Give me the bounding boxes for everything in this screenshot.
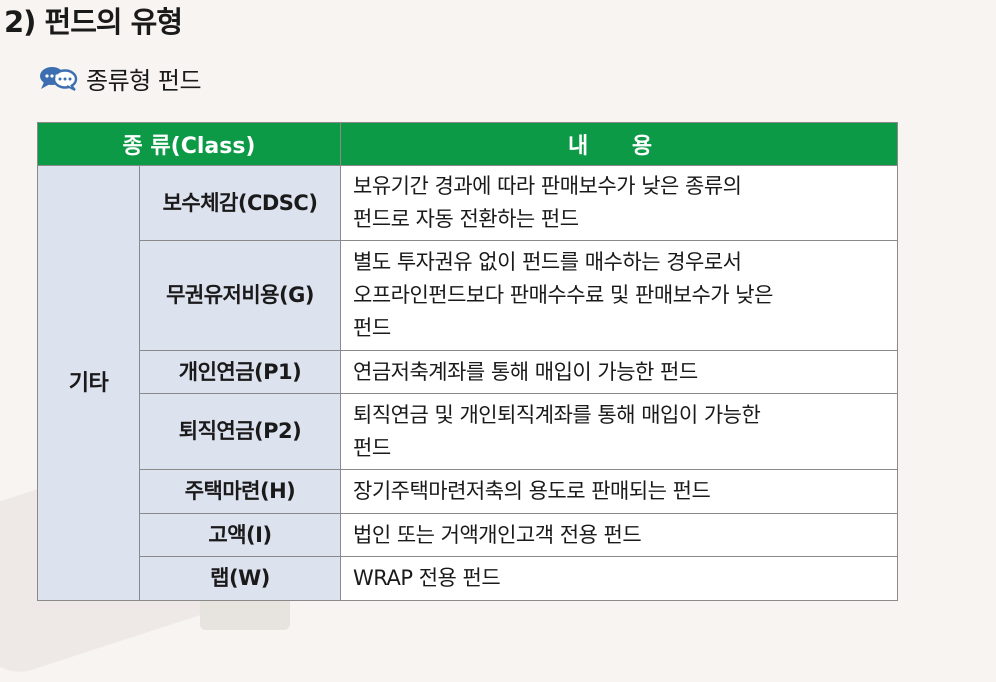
fund-class-table: 종 류(Class) 내 용 기타 보수체감(CDSC) 보유기간 경과에 따라… <box>36 122 899 601</box>
table-row: 고액(I) 법인 또는 거액개인고객 전용 펀드 <box>38 513 899 557</box>
description-cell: WRAP 전용 펀드 <box>340 556 899 601</box>
table-row: 무권유저비용(G) 별도 투자권유 없이 펀드를 매수하는 경우로서 오프라인펀… <box>38 240 899 351</box>
description-cell: 별도 투자권유 없이 펀드를 매수하는 경우로서 오프라인펀드보다 판매수수료 … <box>340 240 899 351</box>
description-line: 펀드 <box>353 316 391 340</box>
description-line: 오프라인펀드보다 판매수수료 및 판매보수가 낮은 <box>353 283 773 307</box>
class-type-cell: 고액(I) <box>138 513 342 557</box>
subtitle-text: 종류형 펀드 <box>86 66 202 95</box>
description-line: 펀드 <box>353 435 391 460</box>
table-row: 주택마련(H) 장기주택마련저축의 용도로 판매되는 펀드 <box>38 469 899 514</box>
table-header-row: 종 류(Class) 내 용 <box>36 122 899 166</box>
table-row: 기타 보수체감(CDSC) 보유기간 경과에 따라 판매보수가 낮은 종류의 펀… <box>37 165 899 601</box>
description-cell: 연금저축계좌를 통해 매입이 가능한 펀드 <box>340 350 899 394</box>
table-row: 개인연금(P1) 연금저축계좌를 통해 매입이 가능한 펀드 <box>38 350 899 394</box>
description-cell: 장기주택마련저축의 용도로 판매되는 펀드 <box>340 469 899 514</box>
table-row: 퇴직연금(P2) 퇴직연금 및 개인퇴직계좌를 통해 매입이 가능한 펀드 <box>38 393 899 470</box>
class-column-header: 종 류(Class) <box>36 122 342 166</box>
description-line: WRAP 전용 펀드 <box>353 566 501 590</box>
description-line: 별도 투자권유 없이 펀드를 매수하는 경우로서 <box>353 250 742 274</box>
group-label: 기타 <box>37 165 140 601</box>
content-column-header: 내 용 <box>340 122 899 166</box>
description-line: 펀드로 자동 전환하는 펀드 <box>353 207 579 231</box>
subtitle: 종류형 펀드 <box>38 58 202 98</box>
description-cell: 퇴직연금 및 개인퇴직계좌를 통해 매입이 가능한 펀드 <box>340 393 899 470</box>
class-type-cell: 랩(W) <box>138 556 342 601</box>
class-type-cell: 보수체감(CDSC) <box>138 165 342 241</box>
class-type-cell: 퇴직연금(P2) <box>138 393 342 470</box>
chat-bubbles-icon <box>38 65 78 91</box>
class-type-cell: 주택마련(H) <box>138 469 342 514</box>
description-cell: 보유기간 경과에 따라 판매보수가 낮은 종류의 펀드로 자동 전환하는 펀드 <box>340 165 899 241</box>
description-line: 퇴직연금 및 개인퇴직계좌를 통해 매입이 가능한 <box>353 402 761 427</box>
class-type-cell: 개인연금(P1) <box>138 350 342 394</box>
description-line: 보유기간 경과에 따라 판매보수가 낮은 종류의 <box>353 174 742 198</box>
section-title: 2) 펀드의 유형 <box>4 5 183 39</box>
description-cell: 법인 또는 거액개인고객 전용 펀드 <box>340 513 899 557</box>
class-type-cell: 무권유저비용(G) <box>138 240 342 351</box>
table-row: 랩(W) WRAP 전용 펀드 <box>38 556 899 601</box>
description-line: 장기주택마련저축의 용도로 판매되는 펀드 <box>353 479 711 503</box>
description-line: 법인 또는 거액개인고객 전용 펀드 <box>353 522 642 547</box>
description-line: 연금저축계좌를 통해 매입이 가능한 펀드 <box>353 359 698 384</box>
